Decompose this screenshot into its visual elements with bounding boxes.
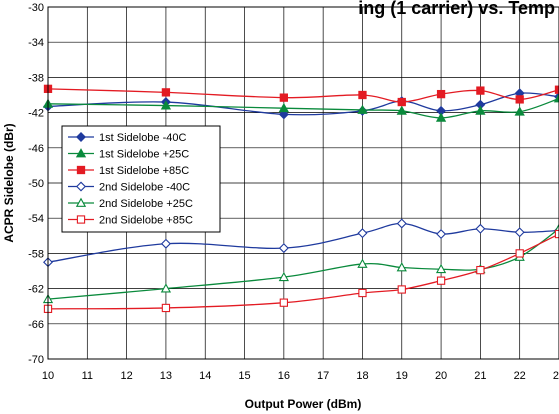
data-point bbox=[514, 106, 525, 116]
data-point bbox=[436, 229, 447, 240]
data-point bbox=[435, 112, 447, 122]
data-point bbox=[357, 258, 368, 268]
x-tick-label: 21 bbox=[474, 370, 486, 382]
data-point bbox=[475, 223, 486, 234]
y-tick-label: -30 bbox=[28, 2, 44, 14]
series-line bbox=[47, 88, 559, 103]
data-point bbox=[475, 105, 486, 115]
legend-swatch-marker bbox=[75, 197, 87, 207]
legend-label: 2nd Sidelobe +25C bbox=[99, 198, 193, 210]
y-tick-label: -70 bbox=[28, 354, 44, 366]
data-point bbox=[435, 263, 447, 274]
legend-swatch-marker bbox=[75, 148, 87, 158]
legend-swatch-marker bbox=[76, 132, 86, 142]
y-tick-label: -38 bbox=[28, 72, 44, 84]
data-point bbox=[553, 93, 559, 103]
data-point bbox=[396, 262, 407, 272]
data-point bbox=[436, 276, 446, 285]
x-tick-label: 17 bbox=[317, 370, 329, 382]
x-tick-label: 20 bbox=[435, 370, 447, 382]
data-point bbox=[358, 288, 367, 298]
series-line bbox=[47, 228, 559, 300]
data-point bbox=[160, 100, 172, 110]
legend: 1st Sidelobe -40C 1st Sidelobe +25C 1st Si… bbox=[61, 125, 221, 233]
series-line bbox=[47, 233, 559, 310]
legend-label: 1st Sidelobe -40C bbox=[99, 132, 186, 144]
legend-swatch-marker bbox=[76, 165, 86, 175]
y-axis-title: ACPR Sidelobe (dBr) bbox=[2, 123, 16, 242]
data-point bbox=[357, 104, 368, 114]
data-point bbox=[514, 227, 525, 238]
y-tick-label: -62 bbox=[28, 284, 44, 296]
data-point bbox=[554, 85, 559, 94]
series-group-5 bbox=[43, 229, 559, 313]
y-tick-label: -54 bbox=[28, 213, 44, 225]
data-point bbox=[278, 102, 289, 113]
series-line bbox=[47, 97, 559, 119]
data-point bbox=[476, 265, 485, 275]
x-tick-label: 16 bbox=[278, 370, 290, 382]
data-point bbox=[357, 228, 368, 239]
y-tick-label: -66 bbox=[28, 319, 44, 331]
legend-label: 2nd Sidelobe +85C bbox=[99, 215, 193, 227]
x-tick-label: 14 bbox=[199, 370, 211, 382]
y-axis-ticks: -30 -34 -38 -42 -46 -50 -54 -58 -62 -66 -70 bbox=[28, 2, 44, 366]
legend-label: 1st Sidelobe +25C bbox=[99, 149, 189, 161]
x-tick-label: 23 bbox=[553, 370, 559, 382]
x-tick-label: 15 bbox=[238, 370, 250, 382]
y-tick-label: -46 bbox=[28, 143, 44, 155]
data-point bbox=[397, 285, 406, 294]
data-point bbox=[436, 89, 446, 99]
y-tick-label: -42 bbox=[28, 108, 44, 120]
x-tick-label: 18 bbox=[356, 370, 368, 382]
data-point bbox=[160, 283, 172, 293]
chart-title: ing (1 carrier) vs. Temp bbox=[358, 0, 555, 18]
x-tick-label: 19 bbox=[396, 370, 408, 382]
legend-label: 1st Sidelobe +85C bbox=[99, 165, 189, 177]
x-tick-label: 13 bbox=[160, 370, 172, 382]
data-point bbox=[515, 249, 524, 258]
series-group-3 bbox=[43, 218, 559, 268]
y-tick-label: -58 bbox=[28, 248, 44, 260]
x-tick-label: 11 bbox=[82, 370, 93, 382]
data-point bbox=[397, 97, 406, 107]
x-tick-label: 22 bbox=[514, 370, 526, 382]
data-point bbox=[279, 298, 288, 307]
data-point bbox=[396, 105, 407, 115]
series-line bbox=[47, 92, 559, 116]
data-point bbox=[476, 86, 485, 95]
data-point bbox=[161, 303, 171, 313]
data-point bbox=[396, 218, 407, 229]
data-point bbox=[554, 229, 559, 239]
y-tick-label: -50 bbox=[28, 178, 44, 190]
series-line bbox=[47, 222, 559, 263]
legend-box bbox=[61, 125, 221, 233]
plot-frame bbox=[47, 6, 559, 360]
data-point bbox=[278, 109, 289, 120]
x-tick-label: 10 bbox=[42, 370, 54, 382]
data-point bbox=[161, 88, 171, 97]
y-tick-label: -34 bbox=[28, 37, 44, 49]
x-axis-ticks: 10 11 12 13 14 15 16 17 18 19 20 21 22 23 bbox=[42, 370, 559, 382]
legend-swatch-marker bbox=[76, 181, 86, 192]
data-point bbox=[278, 243, 289, 254]
data-point bbox=[515, 95, 524, 104]
series-group-4 bbox=[42, 223, 559, 304]
legend-swatch-marker bbox=[76, 215, 86, 224]
data-point bbox=[279, 93, 288, 102]
data-point bbox=[278, 271, 289, 282]
x-axis-title: Output Power (dBm) bbox=[245, 397, 362, 411]
data-point bbox=[358, 90, 367, 100]
data-point bbox=[160, 238, 171, 249]
x-tick-label: 12 bbox=[120, 370, 132, 382]
legend-label: 2nd Sidelobe -40C bbox=[99, 182, 190, 194]
